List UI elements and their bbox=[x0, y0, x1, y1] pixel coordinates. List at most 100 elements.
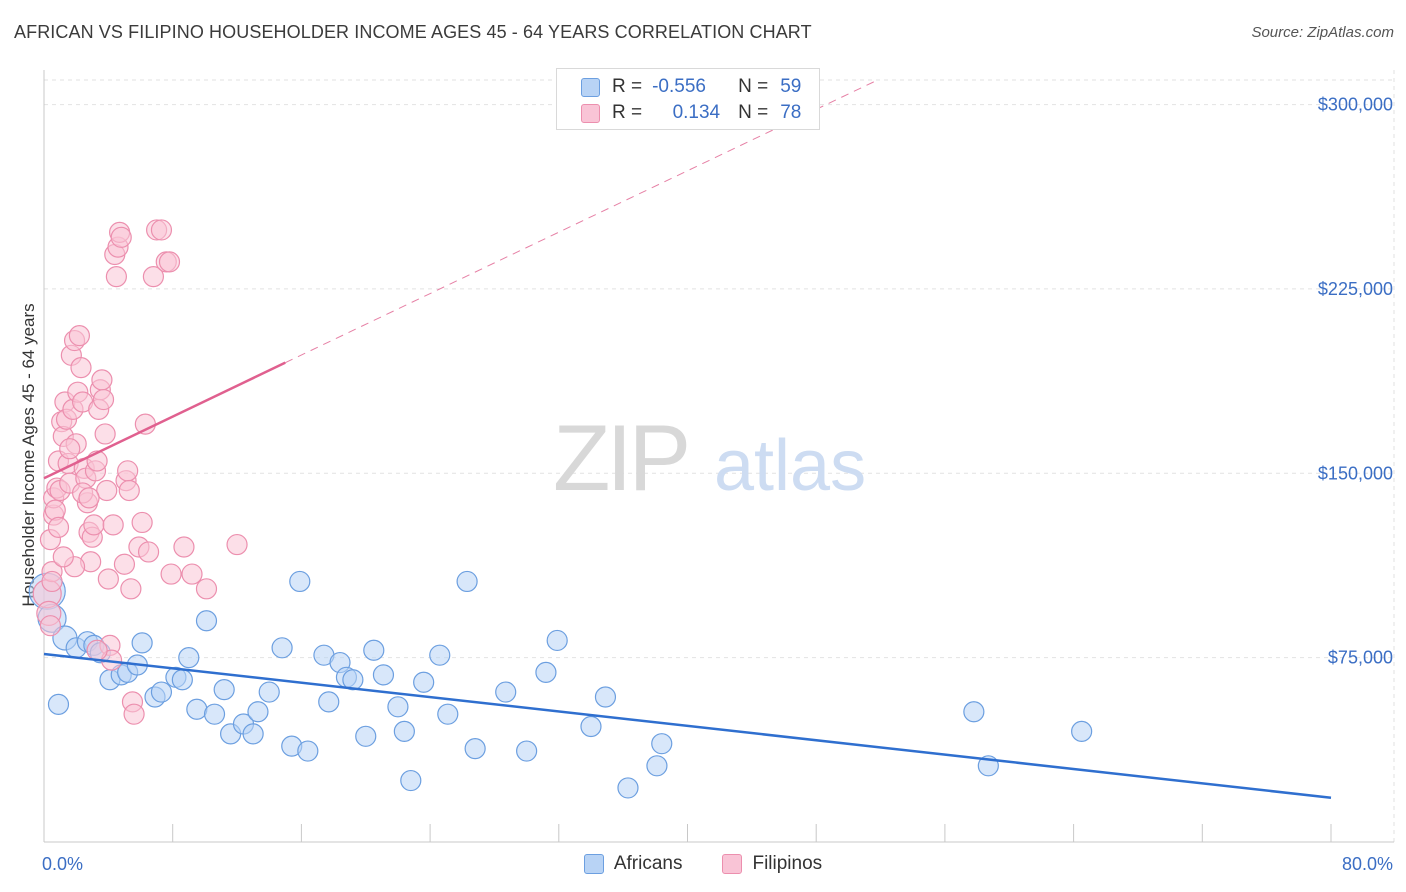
filipinos-point bbox=[226, 533, 248, 556]
africans-point bbox=[1071, 720, 1093, 742]
watermark: ZIP atlas bbox=[553, 405, 866, 510]
africans-point bbox=[495, 681, 517, 703]
trend-lines bbox=[43, 79, 1332, 799]
x-tick-label-min: 0.0% bbox=[42, 854, 83, 874]
africans-point bbox=[464, 737, 486, 760]
filipinos-point bbox=[92, 388, 115, 411]
filipinos-point bbox=[113, 553, 136, 575]
africans-point bbox=[47, 693, 70, 715]
africans-point bbox=[342, 669, 364, 691]
africans-point bbox=[297, 740, 319, 762]
filipinos-point bbox=[47, 516, 70, 538]
filipinos-point bbox=[91, 369, 113, 391]
africans-point bbox=[646, 755, 668, 777]
filipinos-point bbox=[160, 563, 182, 585]
x-tick-label-max: 80.0% bbox=[1342, 854, 1393, 874]
africans-point bbox=[387, 696, 409, 718]
r-label: R = bbox=[612, 76, 643, 97]
africans-point bbox=[213, 678, 235, 701]
filipinos-point bbox=[105, 266, 127, 288]
filipinos-point bbox=[41, 570, 63, 593]
africans-point bbox=[580, 715, 602, 738]
y-tick-label: $300,000 bbox=[1318, 95, 1393, 115]
africans-point bbox=[131, 632, 153, 654]
filipinos-point bbox=[173, 536, 195, 558]
africans-point bbox=[546, 629, 568, 652]
filipinos-point bbox=[96, 479, 118, 502]
source-label: Source: ZipAtlas.com bbox=[1251, 24, 1394, 41]
africans-point bbox=[437, 703, 459, 725]
filipinos-point bbox=[123, 703, 145, 725]
africans-point bbox=[651, 733, 673, 755]
legend-row-africans: R = -0.556 N = 59 bbox=[581, 75, 801, 99]
africans-point bbox=[400, 769, 422, 792]
filipinos-point bbox=[94, 423, 116, 445]
filipinos-point bbox=[195, 578, 218, 600]
africans-point bbox=[150, 681, 173, 703]
filipinos-point bbox=[102, 514, 124, 536]
legend-row-filipinos: R = 0.134 N = 78 bbox=[581, 101, 801, 125]
africans-point bbox=[271, 637, 293, 659]
filipinos-point bbox=[118, 479, 140, 502]
africans-point bbox=[171, 669, 193, 691]
africans-point bbox=[393, 720, 415, 742]
series-legend: Africans Filipinos bbox=[0, 850, 1406, 878]
n-value-africans: 59 bbox=[780, 76, 802, 97]
r-value-filipinos: 0.134 bbox=[672, 102, 721, 123]
filipinos-point bbox=[39, 615, 62, 637]
filipinos-point bbox=[44, 499, 66, 521]
africans-point bbox=[617, 777, 639, 799]
filipinos-swatch bbox=[581, 103, 600, 123]
watermark-zip: ZIP bbox=[553, 405, 687, 510]
africans-swatch bbox=[581, 77, 600, 97]
watermark-atlas: atlas bbox=[714, 426, 866, 506]
correlation-legend: R = -0.556 N = 59 R = 0.134 N = 78 bbox=[556, 68, 820, 130]
africans-point bbox=[195, 610, 218, 632]
filipinos-point bbox=[137, 541, 160, 563]
filipinos-point bbox=[86, 639, 108, 661]
africans-point bbox=[203, 703, 226, 725]
filipinos-point bbox=[117, 460, 139, 482]
africans-point bbox=[258, 681, 280, 703]
africans-point bbox=[355, 725, 377, 747]
africans-point bbox=[242, 723, 264, 745]
filipinos-point bbox=[68, 325, 90, 347]
r-label: R = bbox=[612, 102, 643, 123]
y-tick-label: $150,000 bbox=[1318, 463, 1393, 483]
n-value-filipinos: 78 bbox=[780, 102, 802, 123]
series-africans bbox=[28, 570, 1093, 799]
filipinos-point bbox=[142, 266, 164, 288]
filipinos-point bbox=[52, 546, 74, 568]
africans-point bbox=[535, 661, 557, 683]
series-filipinos bbox=[32, 219, 248, 725]
filipinos-point bbox=[110, 226, 132, 248]
axes bbox=[43, 70, 1394, 843]
filipinos-trend-line bbox=[43, 361, 286, 480]
africans-point bbox=[372, 664, 395, 686]
africans-point bbox=[247, 701, 269, 723]
filipinos-point bbox=[131, 511, 153, 534]
r-value-africans: -0.556 bbox=[652, 76, 706, 97]
africans-point bbox=[516, 740, 538, 762]
x-tick-labels: 0.0% 80.0% bbox=[42, 854, 1393, 874]
filipinos-legend-swatch bbox=[722, 854, 743, 874]
filipinos-point bbox=[78, 487, 100, 509]
filipinos-point bbox=[120, 578, 142, 600]
n-label: N = bbox=[738, 76, 769, 97]
filipinos-point bbox=[97, 568, 119, 590]
filipinos-point bbox=[158, 251, 181, 273]
legend-item-filipinos[interactable]: Filipinos bbox=[722, 853, 822, 875]
legend-label-africans: Africans bbox=[613, 853, 683, 874]
africans-point bbox=[318, 691, 340, 713]
legend-item-africans[interactable]: Africans bbox=[583, 853, 683, 875]
y-tick-label: $75,000 bbox=[1328, 648, 1393, 668]
filipinos-point bbox=[181, 563, 203, 585]
filipinos-point bbox=[150, 219, 173, 241]
africans-trend-line bbox=[43, 652, 1332, 799]
legend-label-filipinos: Filipinos bbox=[752, 853, 823, 874]
africans-point bbox=[289, 570, 311, 593]
africans-point bbox=[363, 639, 385, 661]
africans-point bbox=[594, 686, 617, 708]
africans-point bbox=[456, 570, 478, 593]
africans-point bbox=[178, 647, 200, 669]
